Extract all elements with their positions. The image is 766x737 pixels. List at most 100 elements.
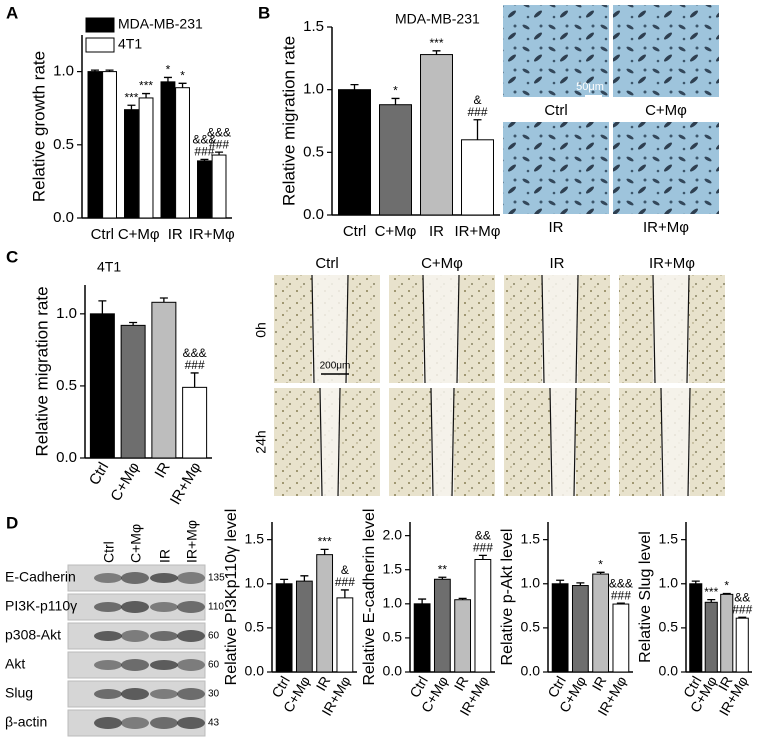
wound-edge <box>345 274 349 384</box>
protein-label: p308-Akt <box>5 627 61 643</box>
y-tick-label: 1.0 <box>245 574 265 590</box>
blot-band <box>177 688 205 700</box>
micrograph <box>503 5 609 97</box>
wound-edge <box>687 387 691 497</box>
y-axis-label: Relative E-cadherin level <box>361 509 378 686</box>
error-bar <box>596 571 605 575</box>
bar <box>124 109 139 219</box>
y-tick-label: 0.5 <box>521 619 541 635</box>
bar <box>420 54 453 216</box>
y-tick-label: 1.0 <box>383 595 403 611</box>
bar <box>461 139 494 216</box>
blot-band <box>94 573 122 583</box>
x-tick-label: IR+Mφ <box>455 223 501 240</box>
bar <box>182 386 208 459</box>
error-bar <box>473 119 482 140</box>
blot-band <box>121 630 149 642</box>
y-tick-label: 1.0 <box>521 574 541 590</box>
significance-label: *** <box>124 90 138 104</box>
blot-band <box>94 689 122 699</box>
column-label: C+Mφ <box>421 255 463 272</box>
bar <box>720 593 734 673</box>
error-bar <box>163 76 172 82</box>
y-tick-label: 0.0 <box>53 209 74 226</box>
wound-gap <box>542 275 578 383</box>
kda-label: 60 <box>208 660 220 671</box>
micrograph-label: Ctrl <box>544 102 567 119</box>
x-tick-label: IR <box>313 673 334 693</box>
significance-label: *** <box>318 535 332 549</box>
y-tick-label: 0.0 <box>56 449 77 466</box>
panel-label: C <box>6 247 18 266</box>
blot-band <box>150 689 178 699</box>
wound-edge <box>319 387 323 497</box>
column-label: Ctrl <box>315 255 338 272</box>
error-bar <box>142 92 151 98</box>
y-tick-label: 0.0 <box>303 206 324 223</box>
legend-swatch <box>85 17 115 33</box>
significance-label: ### <box>473 541 493 555</box>
panel-label: B <box>258 3 270 22</box>
wound-edge <box>549 387 553 497</box>
x-tick-label: Ctrl <box>91 226 114 243</box>
error-bar <box>738 616 747 619</box>
significance-label: ### <box>185 358 205 372</box>
y-axis-label: Relative migration rate <box>32 286 51 456</box>
bar <box>571 585 589 673</box>
significance-label: *** <box>429 36 443 50</box>
protein-label: Akt <box>5 656 25 672</box>
error-bar <box>350 84 359 90</box>
blot-band <box>121 717 149 729</box>
blot-band <box>177 717 205 729</box>
significance-label: & <box>473 93 481 107</box>
bar <box>211 154 227 219</box>
column-label: IR+Mφ <box>649 255 695 272</box>
bar <box>138 97 154 219</box>
error-bar <box>178 82 187 88</box>
significance-label: &&& <box>207 125 231 139</box>
bar <box>336 597 354 673</box>
significance-label: * <box>724 579 729 593</box>
x-tick-label: C+Mφ <box>107 459 143 504</box>
y-axis-label: Relative growth rate <box>29 51 48 202</box>
significance-label: *** <box>704 585 718 599</box>
lane-label: IR <box>157 549 173 563</box>
bar <box>316 554 334 673</box>
error-bar <box>190 372 199 388</box>
kda-label: 43 <box>208 718 220 729</box>
bar <box>102 71 117 219</box>
row-label: 0h <box>253 322 269 338</box>
blot-band <box>94 717 122 729</box>
scale-bar-label: 50μm <box>576 81 604 93</box>
x-tick-label: IR+Mφ <box>189 226 235 243</box>
error-bar <box>129 321 138 326</box>
significance-label: ### <box>467 105 487 119</box>
significance-label: ** <box>438 562 448 576</box>
error-bar <box>576 582 585 586</box>
error-bar <box>616 602 625 605</box>
kda-label: 110 <box>208 602 224 613</box>
micrograph-label: IR+Mφ <box>643 219 689 236</box>
significance-label: * <box>180 68 185 82</box>
micrograph <box>503 122 609 214</box>
kda-label: 60 <box>208 631 220 642</box>
x-tick-label: IR <box>451 673 472 693</box>
significance-label: &&& <box>609 576 633 590</box>
wound-edge <box>660 387 664 497</box>
blot-band <box>94 631 122 641</box>
error-bar <box>320 548 329 555</box>
bar <box>551 583 569 673</box>
blot-band <box>150 717 178 729</box>
bar <box>120 324 146 459</box>
wound-edge <box>686 274 690 384</box>
y-tick-label: 0.5 <box>383 629 403 645</box>
y-tick-label: 0.5 <box>245 619 265 635</box>
significance-label: && <box>734 590 750 604</box>
error-bar <box>127 104 136 110</box>
wound-edge <box>422 274 426 384</box>
significance-label: & <box>341 563 349 577</box>
bar <box>295 580 313 673</box>
blot-band <box>150 573 178 583</box>
bar <box>704 601 718 673</box>
bar <box>592 573 610 673</box>
